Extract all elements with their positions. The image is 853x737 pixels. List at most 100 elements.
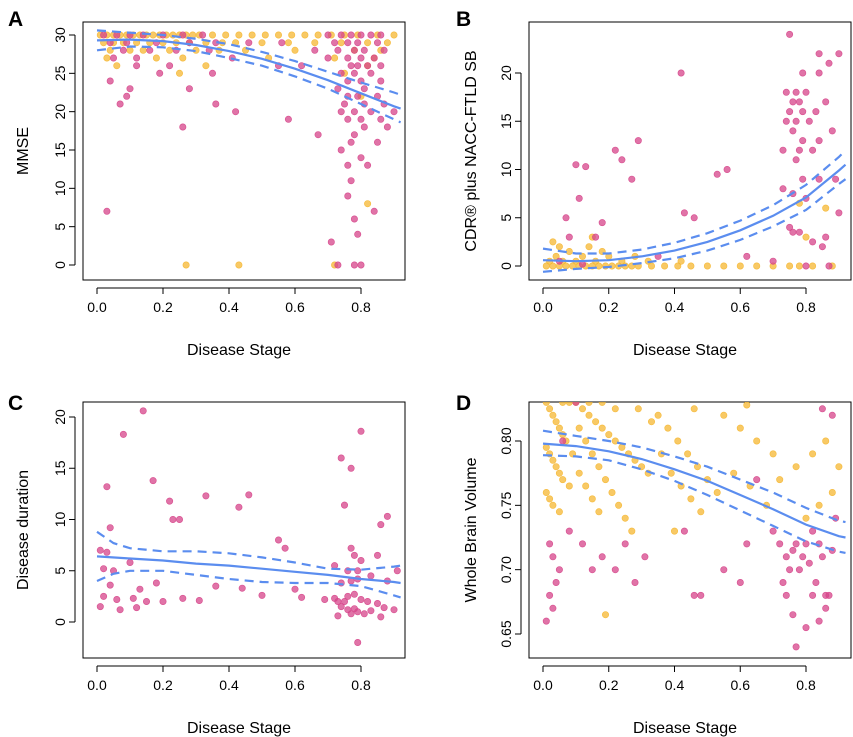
data-point-pink [809, 591, 817, 599]
data-point-pink [789, 127, 797, 135]
data-point-pink [347, 177, 355, 185]
data-point-pink [809, 146, 817, 154]
data-point-orange [555, 508, 563, 516]
data-point-pink [340, 597, 348, 605]
y-tick-label: 25 [52, 65, 68, 81]
data-point-pink [100, 31, 108, 39]
y-tick-label: 0 [52, 618, 68, 626]
data-point-pink [598, 553, 606, 561]
data-point-orange [730, 469, 738, 477]
data-point-pink [628, 175, 636, 183]
data-point-pink [245, 39, 253, 47]
data-point-pink [631, 578, 639, 586]
data-point-pink [680, 209, 688, 217]
data-point-pink [779, 146, 787, 154]
data-point-pink [347, 544, 355, 552]
data-point-orange [598, 402, 606, 406]
x-tick-label: 0.0 [87, 677, 107, 693]
data-point-orange [615, 501, 623, 509]
y-tick-label: 20 [52, 104, 68, 120]
data-point-orange [291, 46, 299, 54]
data-point-pink [357, 556, 365, 564]
data-point-pink [822, 233, 830, 241]
data-point-orange [753, 262, 761, 270]
data-point-pink [354, 567, 362, 575]
x-tick-label: 0.6 [731, 299, 751, 315]
confidence-band-upper [96, 29, 401, 96]
data-point-pink [344, 161, 352, 169]
y-axis-title: Whole Brain Volume [463, 457, 480, 602]
data-point-pink [720, 566, 728, 574]
data-point-pink [136, 585, 144, 593]
data-point-pink [123, 92, 131, 100]
data-point-pink [367, 69, 375, 77]
data-point-pink [126, 85, 134, 93]
data-point-pink [825, 591, 833, 599]
data-point-orange [549, 456, 557, 464]
data-point-pink [377, 62, 385, 70]
data-point-pink [805, 559, 813, 567]
data-point-orange [802, 514, 810, 522]
data-point-pink [350, 261, 358, 269]
x-tick-label: 0.6 [285, 299, 305, 315]
panel-letter: C [8, 392, 23, 415]
data-point-pink [782, 553, 790, 561]
data-point-pink [367, 572, 375, 580]
data-point-pink [562, 214, 570, 222]
x-tick-label: 0.4 [219, 677, 239, 693]
data-point-pink [96, 546, 104, 554]
data-point-orange [611, 437, 619, 445]
data-point-orange [713, 488, 721, 496]
data-point-pink [815, 69, 823, 77]
data-point-orange [776, 476, 784, 484]
data-point-pink [166, 497, 174, 505]
data-point-orange [176, 69, 184, 77]
data-point-pink [357, 154, 365, 162]
data-point-orange [552, 463, 560, 471]
data-point-pink [799, 108, 807, 116]
data-point-pink [546, 540, 554, 548]
data-point-pink [360, 123, 368, 131]
data-point-pink [786, 566, 794, 574]
data-point-pink [769, 527, 777, 535]
data-point-orange [585, 402, 593, 406]
data-point-pink [327, 238, 335, 246]
data-point-orange [149, 31, 157, 39]
data-point-orange [565, 482, 573, 490]
data-point-pink [350, 131, 358, 139]
data-point-orange [674, 262, 682, 270]
data-point-orange [182, 261, 190, 269]
data-point-orange [542, 402, 550, 406]
data-point-orange [634, 405, 642, 413]
data-point-pink [377, 521, 385, 529]
data-point-pink [143, 597, 151, 605]
data-point-pink [795, 146, 803, 154]
data-point-pink [782, 117, 790, 125]
data-point-pink [792, 540, 800, 548]
data-point-pink [354, 39, 362, 47]
data-point-pink [354, 638, 362, 646]
data-point-pink [331, 39, 339, 47]
data-point-pink [354, 230, 362, 238]
data-point-pink [546, 591, 554, 599]
plot-area-border [82, 401, 406, 659]
data-point-pink [103, 207, 111, 215]
x-tick-label: 0.2 [153, 299, 173, 315]
data-point-orange [647, 418, 655, 426]
y-axis-title: MMSE [15, 127, 32, 175]
data-point-pink [116, 606, 124, 614]
data-point-pink [792, 156, 800, 164]
data-point-orange [565, 402, 573, 406]
data-point-orange [608, 488, 616, 496]
data-point-orange [720, 411, 728, 419]
data-point-pink [753, 476, 761, 484]
data-point-pink [377, 77, 385, 85]
fit-line [542, 442, 846, 539]
data-point-pink [350, 551, 358, 559]
data-point-orange [559, 402, 567, 406]
data-point-orange [582, 437, 590, 445]
data-point-orange [248, 31, 256, 39]
data-point-pink [103, 483, 111, 491]
data-point-orange [611, 405, 619, 413]
data-point-orange [546, 495, 554, 503]
